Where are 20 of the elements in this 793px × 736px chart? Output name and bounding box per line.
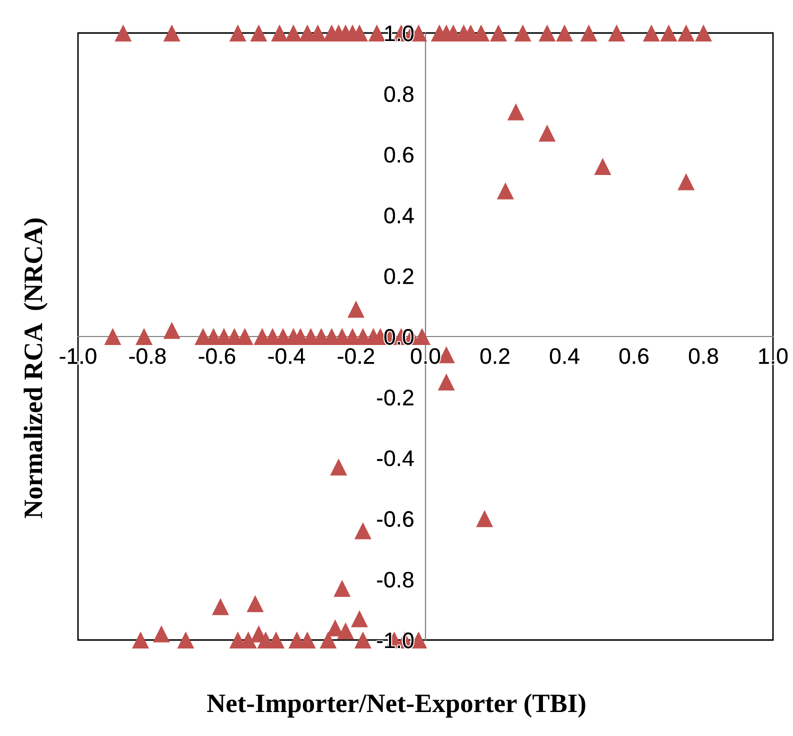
x-tick-label: -0.8 [129,348,166,364]
x-tick-label: 0.4 [550,348,580,364]
x-axis-title: Net-Importer/Net-Exporter (TBI) [207,694,586,718]
x-tick-label: 0.2 [480,348,510,364]
y-tick-label: -0.2 [377,390,414,406]
y-tick-label: -0.6 [377,511,414,527]
y-tick-label: -0.4 [377,450,414,466]
y-axis-title: Normalized RCA (NRCA) [24,218,48,518]
y-tick-label: 0.0 [384,329,414,345]
y-tick-label: 0.8 [384,86,414,102]
y-tick-label: -0.8 [377,572,414,588]
x-tick-label: -0.2 [338,348,374,364]
y-tick-label: 0.6 [384,146,414,163]
x-tick-label: 0.6 [619,348,648,364]
x-tick-label: -0.6 [198,348,236,364]
y-tick-label: 0.2 [384,268,414,284]
y-tick-label: 0.4 [384,208,414,224]
x-tick-label: 0.8 [688,348,718,364]
x-tick-label: 0.0 [410,348,440,364]
x-tick-label: -0.4 [268,348,305,364]
